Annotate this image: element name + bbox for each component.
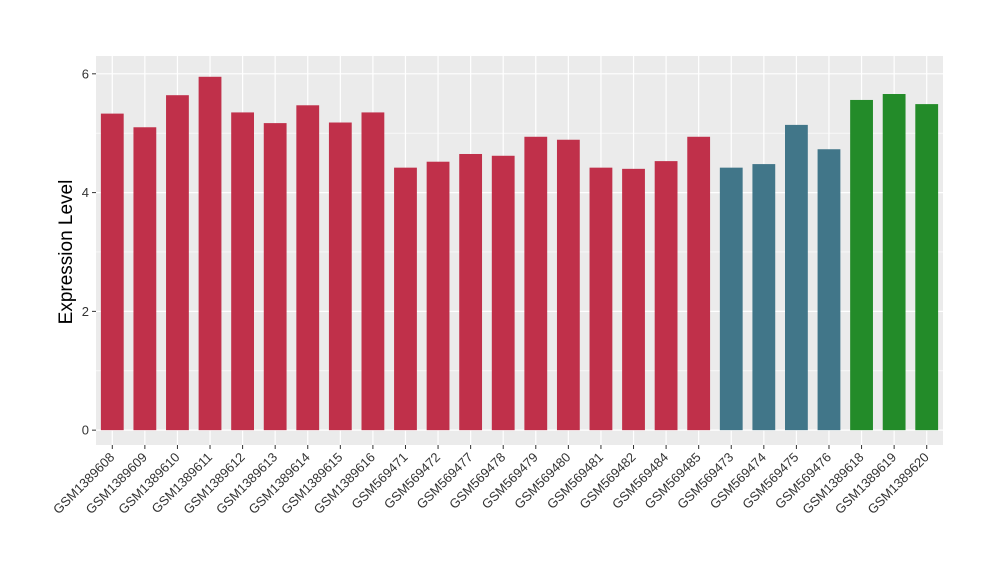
y-tick-label: 0 <box>82 423 89 438</box>
bar-gsm1389620 <box>915 104 939 431</box>
y-axis-title: Expression Level <box>56 180 77 325</box>
bar-gsm569473 <box>719 167 743 431</box>
bar-gsm569477 <box>459 153 483 431</box>
bar-gsm569479 <box>524 136 548 431</box>
bar-gsm569482 <box>622 168 645 431</box>
bar-gsm569471 <box>394 167 417 431</box>
bar-gsm569485 <box>687 136 711 431</box>
y-tick-label: 2 <box>82 304 89 319</box>
bar-gsm569478 <box>491 155 515 431</box>
bar-gsm1389610 <box>166 95 189 431</box>
bars <box>100 76 939 431</box>
bar-gsm1389619 <box>882 94 906 431</box>
bar-gsm1389609 <box>133 127 157 431</box>
x-axis: GSM1389608GSM1389609GSM1389610GSM1389611… <box>50 445 932 517</box>
bar-gsm1389615 <box>328 122 352 431</box>
bar-gsm1389616 <box>361 112 385 431</box>
plot-panel <box>96 56 943 445</box>
bar-gsm1389614 <box>296 105 320 431</box>
bar-gsm569476 <box>817 149 841 431</box>
bar-gsm569472 <box>426 161 450 431</box>
y-tick-label: 6 <box>82 66 89 81</box>
bar-gsm569484 <box>654 161 678 431</box>
y-tick-label: 4 <box>82 185 89 200</box>
bar-gsm1389618 <box>850 99 873 431</box>
bar-gsm569480 <box>556 139 580 431</box>
bar-gsm1389613 <box>263 123 287 431</box>
y-axis: 0 2 4 6 <box>82 66 96 438</box>
bar-gsm1389611 <box>198 76 222 431</box>
bar-gsm569475 <box>785 124 808 431</box>
bar-gsm1389612 <box>231 112 254 431</box>
bar-gsm1389608 <box>100 113 124 431</box>
bar-gsm569481 <box>589 167 613 431</box>
bar-gsm569474 <box>752 164 776 431</box>
plot-background <box>96 56 943 445</box>
